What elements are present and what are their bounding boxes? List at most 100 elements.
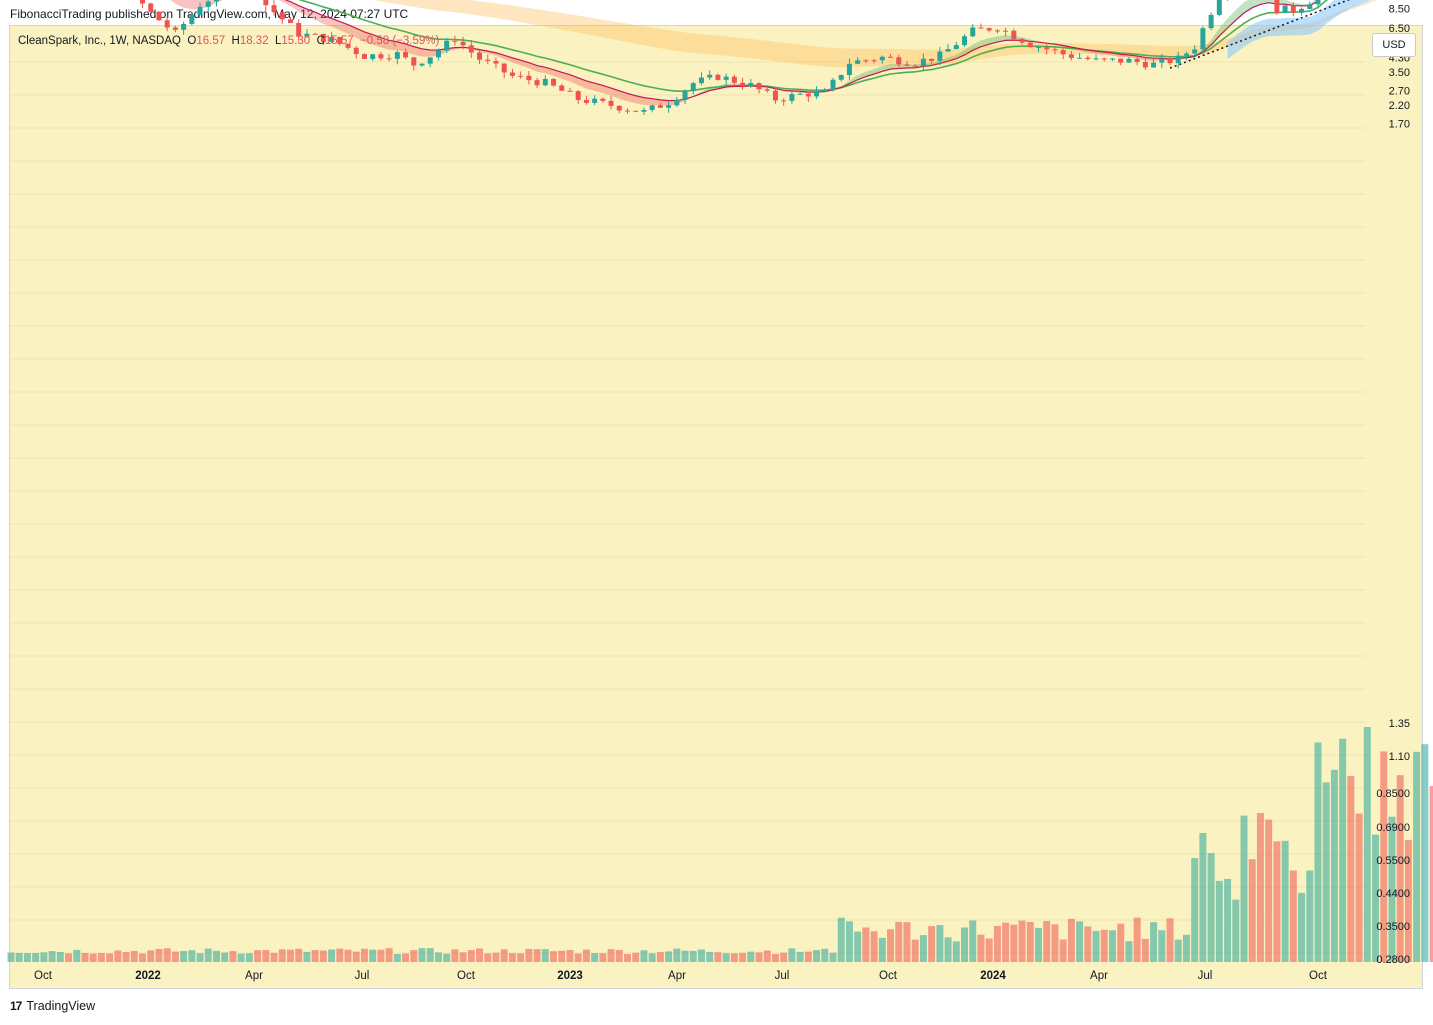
fast-ema-ribbon-segment [931,60,940,66]
volume-bar [1018,920,1026,962]
volume-bar [270,952,278,962]
tradingview-footer: 17 TradingView [10,999,95,1013]
candle-body [140,0,146,4]
volume-bar [525,948,533,962]
candle-body [970,27,976,37]
y-tick-label: 1.10 [1389,751,1410,763]
volume-bar [1067,918,1075,962]
volume-bar [1372,834,1380,962]
fast-ema-ribbon-segment [939,57,949,64]
volume-bar [393,953,401,962]
candle-body [904,64,910,66]
fast-ema-ribbon-segment [865,69,875,77]
volume-bar [23,953,31,962]
chart-pane[interactable] [9,25,1423,989]
volume-bar [467,950,475,962]
candle-body [1036,47,1041,49]
candle-body [657,105,663,108]
candle-body [592,98,598,103]
candle-body [501,63,507,73]
volume-bar [854,931,862,962]
candle-body [814,91,820,97]
volume-bar [607,949,615,962]
y-tick-label: 6.50 [1389,23,1410,35]
volume-bar [237,953,245,962]
candle-body [600,98,606,101]
volume-bar [550,951,558,962]
candle-body [1200,28,1206,50]
candle-body [871,60,877,62]
candle-body [435,50,441,58]
volume-bar [1133,917,1141,962]
candle-body [740,82,746,87]
candle-body [534,80,540,86]
fast-ema-ribbon-segment [849,75,858,84]
volume-bar [591,953,599,962]
candle-body [197,6,203,15]
fast-ema-ribbon-segment [495,52,505,60]
candle-body [172,27,178,30]
candle-body [1192,49,1198,54]
candle-body [205,1,211,7]
candle-body [920,58,926,67]
volume-bar [426,948,434,962]
fast-ema-ribbon-segment [972,40,981,51]
volume-bar [1396,775,1404,962]
ema-21-line [298,0,1329,92]
x-tick-label: Oct [457,970,476,982]
volume-bar [1289,870,1297,962]
volume-bar [582,949,590,962]
volume-bar [319,950,327,962]
volume-bar [878,937,886,962]
y-tick-label: 0.4400 [1376,888,1410,900]
currency-button[interactable]: USD [1372,33,1416,57]
volume-bar [451,949,459,962]
volume-bar [7,952,15,962]
fast-ema-ribbon-segment [948,54,957,62]
candle-body [641,109,647,112]
ema-13-line [204,0,1320,102]
candle-body [994,30,1000,32]
candle-body [863,60,869,62]
y-tick-label: 2.20 [1389,100,1410,112]
tradingview-brand: TradingView [26,999,96,1013]
volume-bar [106,953,114,962]
candle-body [1060,50,1066,55]
fast-ema-ribbon-segment [175,0,184,8]
fast-ema-ribbon-segment [652,98,661,106]
volume-bar [196,953,204,962]
volume-bar [533,949,541,962]
volume-bar [730,953,738,962]
volume-bar [1322,782,1330,962]
candle-body [723,76,729,80]
candle-body [625,110,630,112]
symbol-title: CleanSpark, Inc., 1W, NASDAQ [18,35,181,47]
volume-bar [977,934,985,962]
candle-body [460,41,466,46]
volume-bar [632,952,640,962]
candle-body [189,14,195,24]
volume-bar [895,921,903,962]
candle-body [945,48,951,52]
fast-ema-ribbon-segment [1252,0,1261,8]
fast-ema-ribbon-segment [964,44,973,55]
volume-bar [1084,926,1092,962]
fast-ema-ribbon-segment [1219,18,1228,36]
volume-bar [508,953,516,962]
volume-bar [648,953,656,962]
candle-body [559,85,565,91]
volume-bar [1100,929,1108,962]
volume-bar [1273,841,1281,962]
volume-bar [993,925,1001,962]
candle-body [452,40,458,42]
candle-body [1093,58,1099,60]
y-tick-label: 0.3500 [1376,921,1410,933]
volume-bar [81,952,89,962]
volume-bar [122,952,130,962]
volume-bar [788,948,796,962]
x-tick-label: Apr [1090,970,1108,982]
volume-bar [1059,939,1067,962]
fast-ema-ribbon-segment [643,97,653,105]
fast-ema-ribbon-segment [1235,2,1244,21]
